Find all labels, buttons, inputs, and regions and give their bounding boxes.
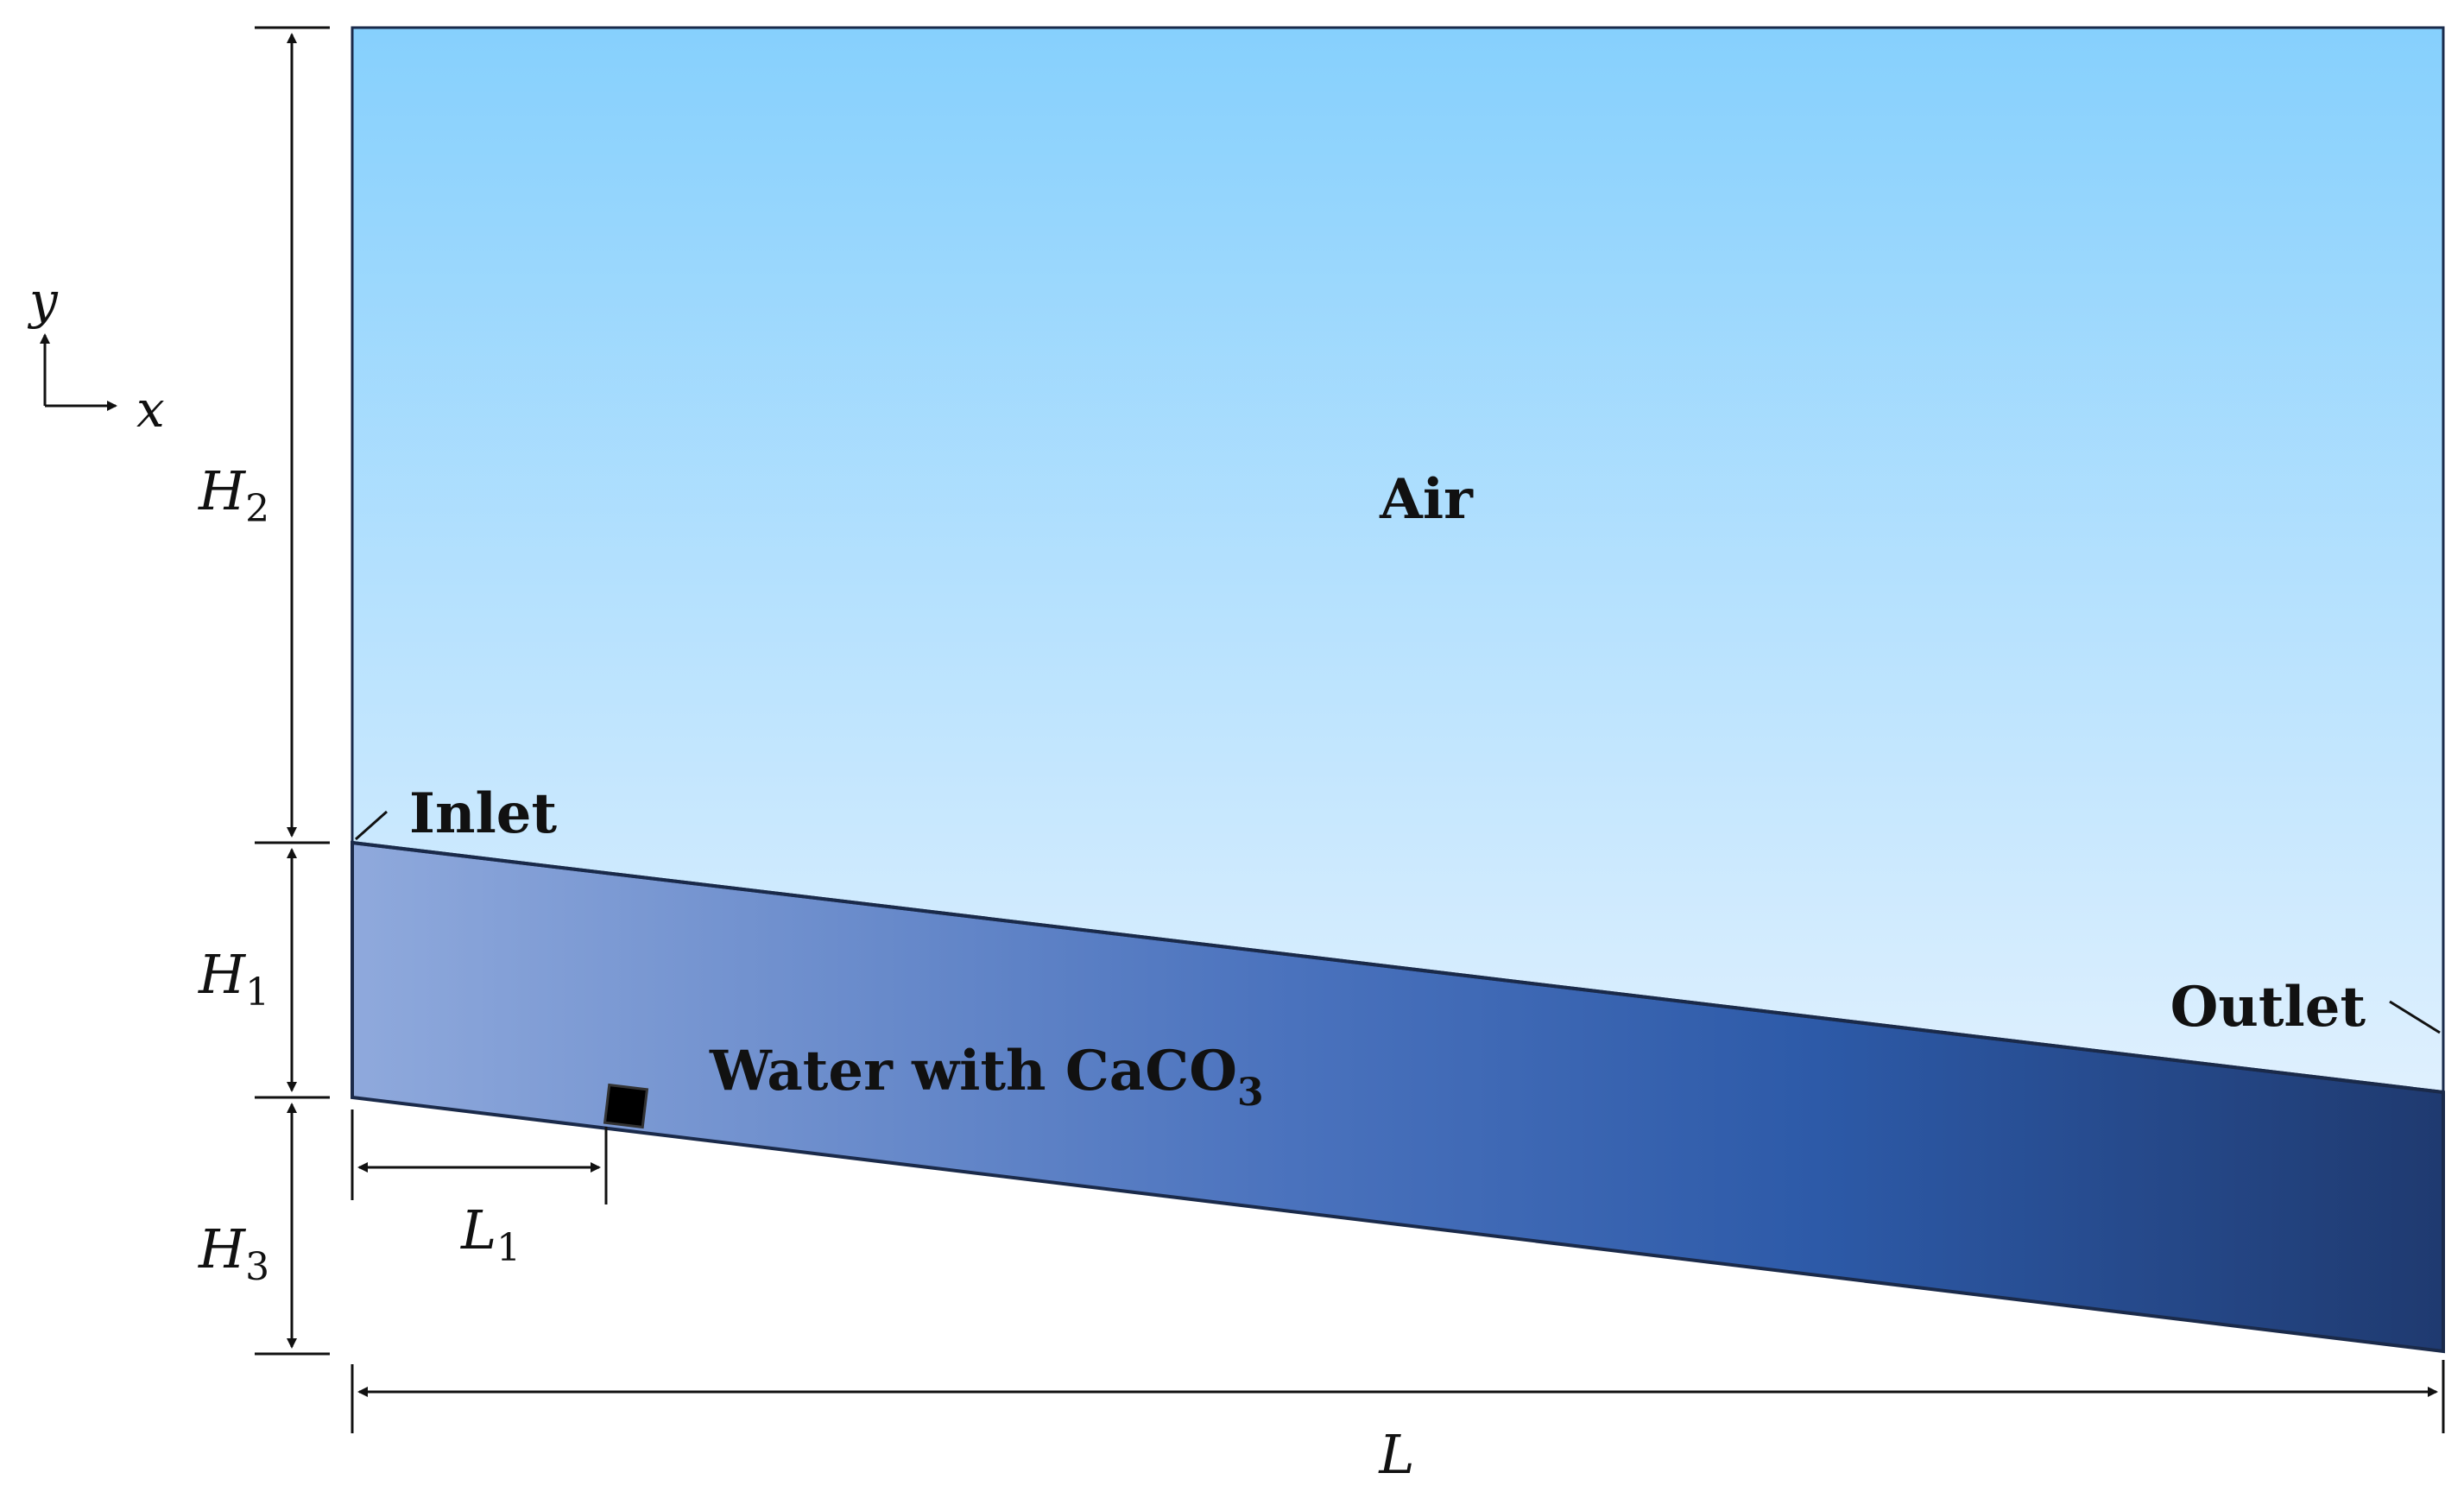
l1-label: L1: [460, 1198, 521, 1270]
water-surface-line: [351, 841, 2444, 1094]
inlet-label: Inlet: [409, 781, 558, 846]
air-label: Air: [1379, 467, 1474, 532]
obstacle-block: [603, 1083, 649, 1129]
water-label-sub: 3: [1237, 1071, 1264, 1115]
outlet-label: Outlet: [2170, 975, 2366, 1040]
h3-label: H3: [198, 1217, 269, 1289]
h1-label: H1: [198, 943, 269, 1015]
x-axis-label: x: [136, 380, 165, 439]
h2-label: H2: [198, 459, 269, 531]
water-label-main: Water with CaCO: [709, 1039, 1237, 1103]
water-label: Water with CaCO3: [709, 1039, 1264, 1115]
l-label: L: [1378, 1423, 1414, 1486]
y-axis-label: y: [27, 271, 59, 330]
outlet-leader: [2389, 1000, 2441, 1034]
inlet-leader: [355, 810, 388, 841]
